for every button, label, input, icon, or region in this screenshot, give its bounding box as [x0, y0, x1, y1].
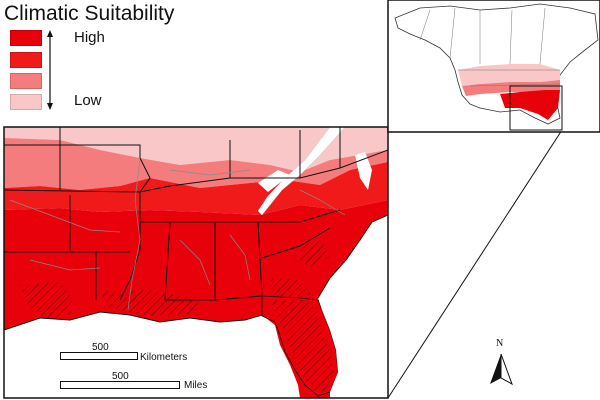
hatched-area-florida	[270, 300, 334, 392]
atlantic-coastline	[317, 214, 388, 299]
inset-us-medium	[462, 80, 560, 96]
inset-us-high	[500, 90, 560, 120]
region-unsuitable-2	[258, 170, 290, 192]
north-arrow-icon	[490, 354, 513, 386]
inset-north-america	[394, 3, 599, 125]
hatched-area-gulf	[100, 290, 200, 316]
legend-swatch-med-high	[10, 52, 42, 68]
legend-low-label: Low	[74, 92, 102, 109]
legend-title: Climatic Suitability	[4, 2, 175, 25]
inset-us-low	[458, 64, 560, 86]
region-med-high	[4, 162, 388, 215]
scale-bar-mi	[60, 381, 180, 389]
legend-double-arrow-icon	[47, 30, 53, 110]
inset-extent-box	[509, 85, 563, 131]
atlantic-ocean	[318, 215, 388, 398]
florida	[261, 295, 339, 397]
gulf-coastline	[4, 311, 263, 331]
scale-bar-km	[60, 352, 138, 360]
legend-swatch-medium	[10, 73, 42, 89]
region-low	[4, 127, 388, 172]
region-unsuitable-appalachians	[257, 127, 346, 216]
legend-swatch-high	[10, 30, 42, 46]
river-lines	[9, 159, 346, 311]
scale-mi-unit: Miles	[184, 380, 208, 391]
legend-high-label: High	[74, 29, 105, 46]
inset-map	[387, 0, 600, 133]
leader-line-top	[387, 85, 511, 128]
hatched-area-texas	[20, 282, 75, 320]
hatched-area-georgia	[270, 278, 312, 298]
region-medium	[4, 138, 388, 190]
scale-km-unit: Kilometers	[140, 352, 188, 363]
leader-line-bottom	[387, 129, 563, 399]
north-arrow-label: N	[496, 338, 504, 349]
hatched-area-sc	[300, 240, 330, 268]
scale-mi-value: 500	[112, 371, 129, 382]
chesapeake-bay	[355, 152, 372, 190]
region-high	[4, 200, 388, 398]
scale-km-value: 500	[92, 342, 109, 353]
inset-boundaries	[419, 7, 561, 87]
legend-swatch-low	[10, 94, 42, 110]
state-boundaries	[4, 127, 388, 301]
